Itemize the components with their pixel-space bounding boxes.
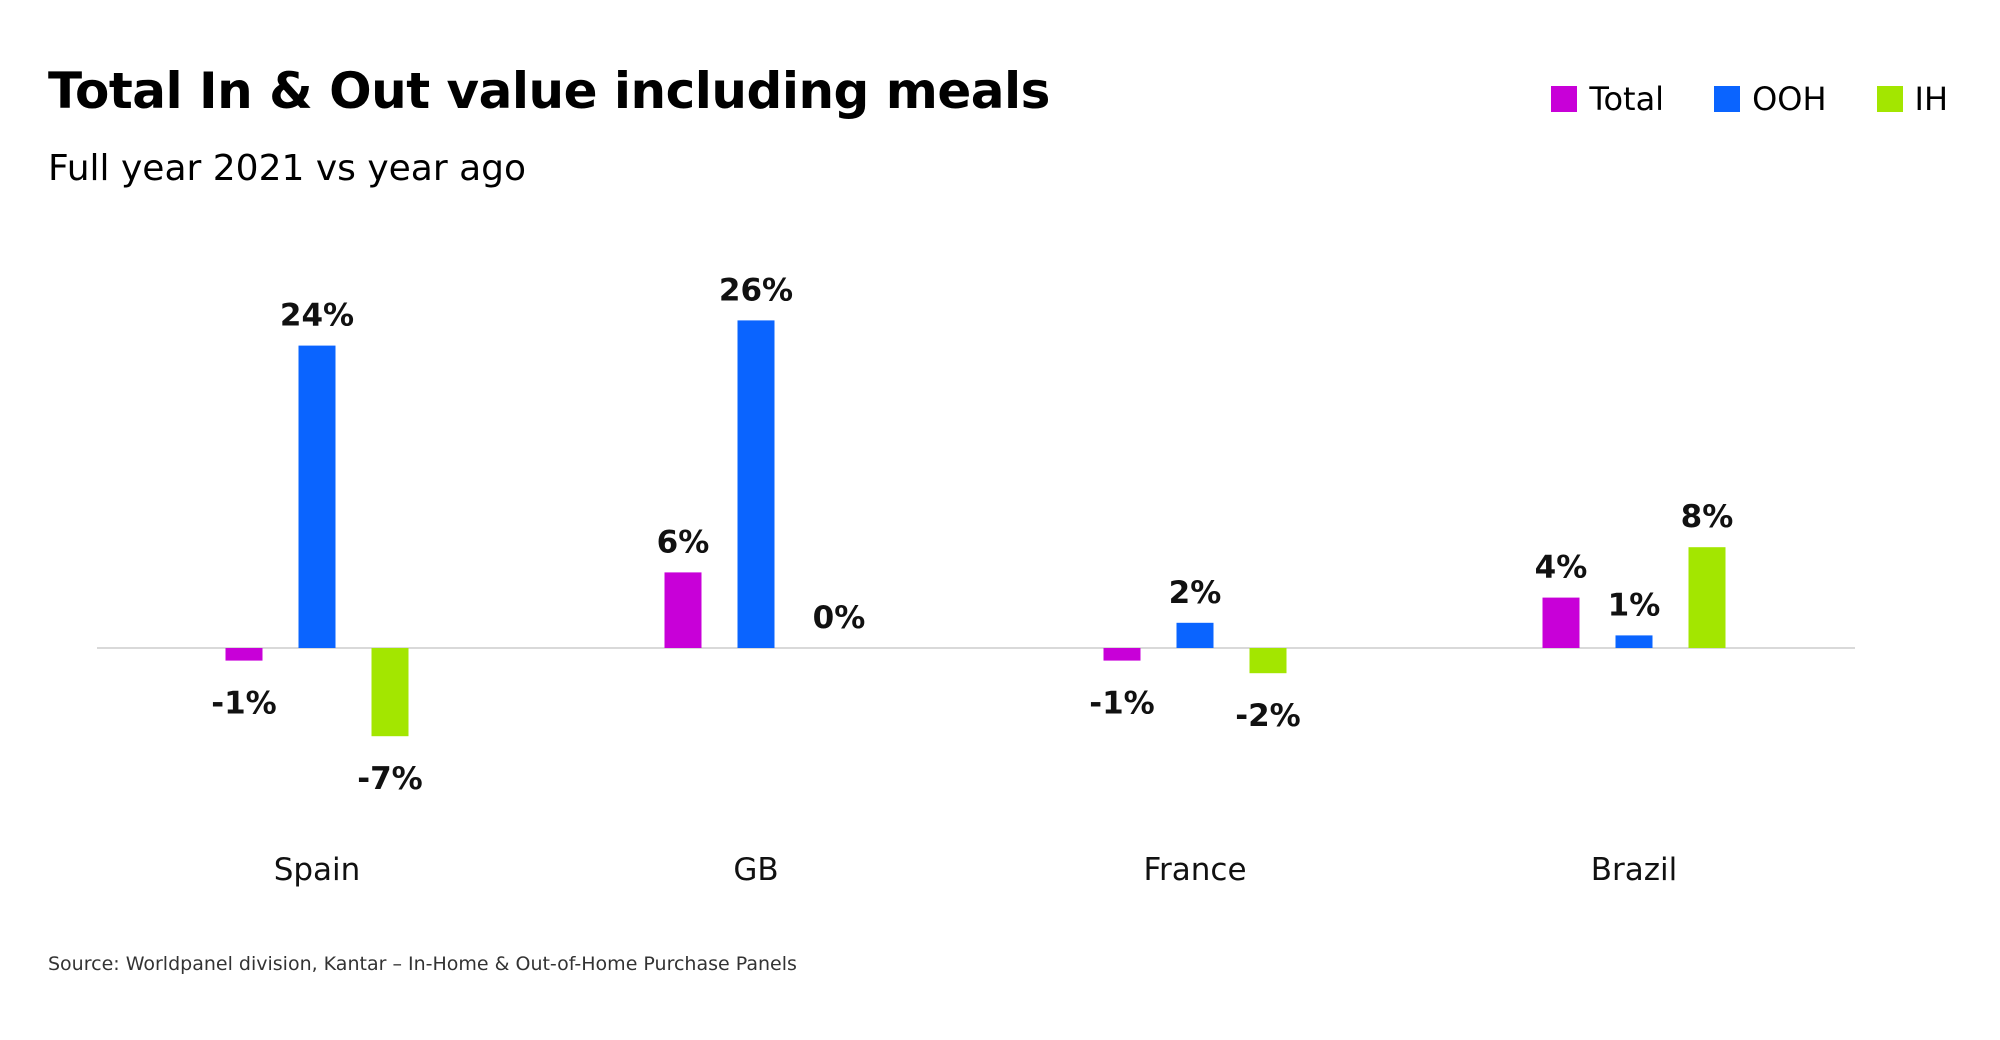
data-label-ih-brazil: 8% [1681,499,1734,535]
bar-ooh-spain [298,345,336,648]
legend-item-total: Total [1551,80,1664,118]
data-label-total-spain: -1% [211,686,277,722]
chart-title: Total In & Out value including meals [48,62,1050,120]
data-label-total-brazil: 4% [1535,550,1588,586]
data-label-ooh-gb: 26% [719,272,793,308]
legend-swatch-ooh [1714,86,1741,112]
legend: Total OOH IH [1551,80,1948,118]
data-label-ooh-brazil: 1% [1608,587,1661,623]
data-label-ih-gb: 0% [813,600,866,636]
legend-label-total: Total [1589,80,1665,118]
bar-total-france [1103,648,1141,661]
bar-total-gb [664,572,702,648]
data-label-total-gb: 6% [657,524,710,560]
data-label-ooh-france: 2% [1169,575,1222,611]
bar-ih-france [1249,648,1287,674]
category-label-spain: Spain [274,852,361,888]
legend-item-ih: IH [1876,80,1949,118]
bar-total-brazil [1542,597,1580,648]
legend-label-ih: IH [1914,80,1949,118]
legend-swatch-total [1551,86,1578,112]
bar-ooh-brazil [1615,635,1653,648]
bar-ooh-france [1176,622,1214,648]
data-label-total-france: -1% [1089,686,1155,722]
category-label-france: France [1143,852,1246,888]
bar-ih-brazil [1688,547,1726,648]
data-label-ooh-spain: 24% [280,298,354,334]
legend-item-ooh: OOH [1714,80,1827,118]
category-label-gb: GB [733,852,778,888]
data-label-ih-france: -2% [1235,698,1301,734]
legend-swatch-ih [1876,86,1903,112]
bar-total-spain [225,648,263,661]
category-label-brazil: Brazil [1591,852,1678,888]
data-label-ih-spain: -7% [357,761,423,797]
chart-subtitle: Full year 2021 vs year ago [48,148,527,189]
legend-label-ooh: OOH [1752,80,1827,118]
bar-ooh-gb [737,320,775,648]
source-note: Source: Worldpanel division, Kantar – In… [48,953,797,975]
bar-ih-spain [371,648,409,737]
